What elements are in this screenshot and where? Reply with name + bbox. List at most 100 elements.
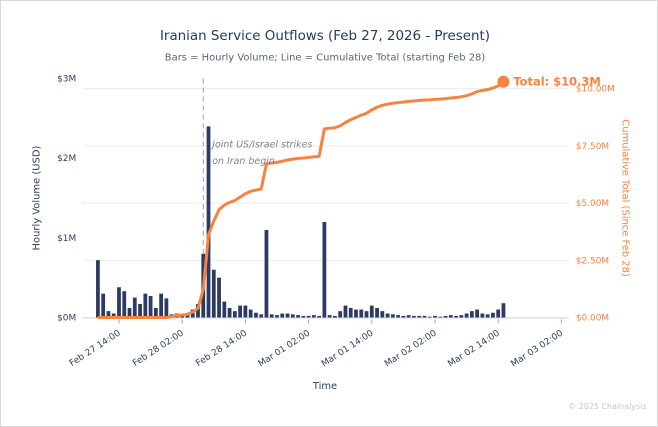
- volume-bar: [475, 309, 480, 318]
- volume-bar: [206, 126, 211, 318]
- volume-bar: [290, 314, 295, 318]
- volume-bar: [485, 314, 490, 318]
- volume-bar: [448, 315, 453, 318]
- x-tick-label: Mar 02 02:00: [383, 328, 439, 369]
- volume-bar: [306, 315, 311, 318]
- x-tick-label: Mar 03 02:00: [510, 328, 566, 369]
- chart-graphics: Feb 27 14:00 Feb 28 02:00 Feb 28 14:00 Mar …: [57, 75, 615, 370]
- right-tick-label: $7.50M: [576, 142, 609, 152]
- volume-bar: [138, 303, 142, 318]
- volume-bar: [275, 315, 279, 318]
- right-axis-title: Cumulative Total (Since Feb 28): [620, 119, 631, 277]
- volume-bar: [333, 315, 337, 318]
- volume-bar: [285, 313, 290, 318]
- copyright-watermark: © 2025 Chainalysis: [568, 402, 646, 411]
- volume-bar: [211, 269, 216, 318]
- volume-bar: [311, 315, 316, 318]
- right-tick-label: $2.50M: [576, 256, 609, 266]
- volume-bar: [433, 315, 437, 318]
- volume-bar: [296, 315, 300, 318]
- volume-bar: [327, 315, 332, 318]
- volume-bar: [232, 311, 237, 318]
- volume-bar: [227, 307, 232, 318]
- volume-bar: [443, 315, 448, 318]
- volume-bar: [406, 315, 411, 318]
- volume-bar: [459, 315, 464, 318]
- volume-bar: [217, 277, 221, 318]
- volume-bar: [280, 313, 285, 318]
- x-tick-label: Mar 02 14:00: [446, 328, 502, 369]
- left-tick-label: $1M: [57, 234, 76, 244]
- volume-bar: [396, 315, 401, 318]
- volume-bar: [117, 287, 121, 318]
- volume-bar: [480, 313, 485, 318]
- left-tick-label: $3M: [57, 75, 76, 85]
- left-tick-label: $0M: [57, 313, 76, 323]
- volume-bar: [343, 305, 348, 318]
- volume-bar: [385, 313, 390, 318]
- volume-bar: [269, 314, 274, 318]
- volume-bar: [348, 307, 353, 318]
- right-tick-label: $5.00M: [576, 199, 609, 209]
- volume-bar: [254, 312, 258, 318]
- volume-bar: [438, 316, 443, 318]
- volume-bar: [380, 311, 385, 318]
- x-tick-label: Feb 28 14:00: [194, 328, 249, 368]
- x-tick-label: Feb 27 14:00: [68, 328, 123, 368]
- volume-bar: [106, 311, 111, 318]
- right-tick-label: $10.00M: [576, 85, 615, 95]
- annotation-line-2: on Iran begin: [212, 156, 275, 167]
- right-tick-label: $0.00M: [576, 313, 609, 323]
- volume-bar: [491, 312, 495, 318]
- volume-bar: [322, 221, 327, 318]
- volume-bar: [469, 311, 474, 318]
- volume-bar: [364, 311, 369, 318]
- volume-bar: [153, 307, 158, 318]
- annotation-line-1: Joint US/Israel strikes: [210, 139, 312, 150]
- volume-bar: [185, 315, 190, 318]
- chart-title: Iranian Service Outflows (Feb 27, 2026 -…: [160, 29, 490, 44]
- volume-bar: [501, 303, 506, 318]
- x-tick-label: Mar 01 14:00: [320, 328, 376, 369]
- volume-bar: [496, 309, 501, 318]
- cumulative-end-dot: [497, 75, 510, 88]
- volume-bar: [132, 297, 137, 318]
- volume-bar: [196, 303, 200, 318]
- volume-bar: [243, 305, 248, 318]
- volume-bar: [164, 298, 169, 318]
- volume-bar: [96, 260, 100, 318]
- volume-bar: [101, 293, 106, 318]
- volume-bar: [359, 309, 364, 318]
- volume-bar: [454, 315, 458, 318]
- volume-bar: [222, 301, 227, 318]
- chart-subtitle: Bars = Hourly Volume; Line = Cumulative …: [165, 53, 486, 64]
- left-tick-label: $2M: [57, 154, 76, 164]
- volume-bar: [264, 229, 269, 318]
- left-axis-title: Hourly Volume (USD): [31, 146, 42, 251]
- volume-bar: [143, 293, 148, 318]
- volume-bar: [390, 314, 395, 318]
- volume-bar: [317, 315, 322, 318]
- volume-bar: [375, 307, 379, 318]
- volume-bar: [338, 311, 343, 318]
- volume-bar: [127, 307, 132, 318]
- volume-bar: [111, 313, 116, 318]
- volume-bar: [301, 315, 306, 318]
- cumulative-line: [97, 80, 505, 320]
- volume-bar: [122, 291, 127, 318]
- volume-bar: [259, 314, 264, 318]
- volume-bar: [417, 315, 422, 318]
- x-axis-title: Time: [312, 381, 337, 392]
- x-tick-label: Mar 01 02:00: [257, 328, 313, 369]
- volume-bar: [180, 315, 185, 318]
- total-label: Total: $10.3M: [513, 75, 600, 89]
- volume-bar: [238, 305, 243, 318]
- volume-bar: [427, 316, 432, 318]
- volume-bar: [464, 313, 469, 318]
- volume-bar: [422, 315, 427, 318]
- x-tick-label: Feb 28 02:00: [131, 328, 186, 368]
- volume-bar: [159, 293, 164, 318]
- volume-bar: [248, 309, 253, 318]
